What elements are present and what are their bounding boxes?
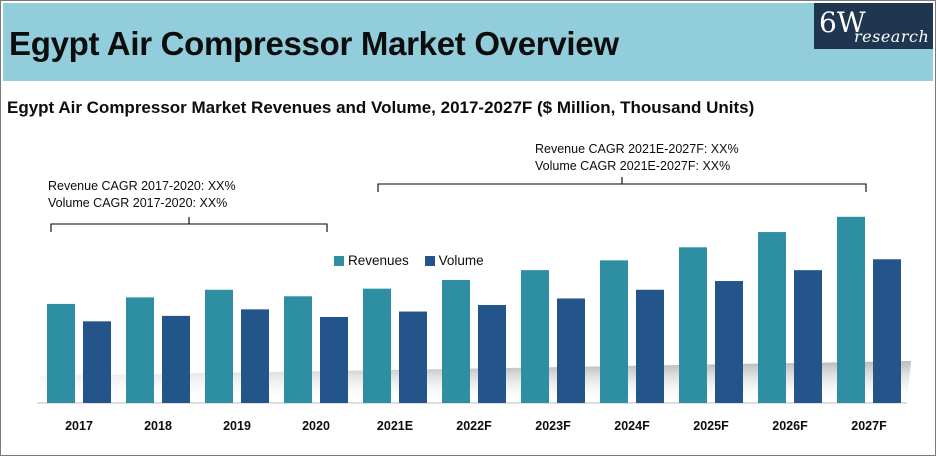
bracket-2017-2020: [50, 217, 328, 232]
bar-volume-2025f: [715, 281, 743, 403]
logo-sub-text: research: [854, 27, 930, 46]
legend-swatch-volume: [424, 256, 435, 266]
bar-revenues-2022f: [442, 279, 470, 403]
company-logo: 6W research: [814, 3, 933, 49]
x-tick-label-2019: 2019: [223, 419, 251, 433]
x-tick-label-2021e: 2021E: [377, 419, 413, 433]
x-tick-label-2027f: 2027F: [851, 419, 887, 433]
bar-volume-2019: [241, 309, 269, 403]
header-bar: Egypt Air Compressor Market Overview: [3, 3, 933, 81]
bar-volume-2018: [162, 315, 190, 403]
bar-volume-2023f: [557, 298, 585, 403]
chart-legend: Revenues Volume: [334, 253, 496, 268]
legend-swatch-revenues: [334, 256, 344, 266]
volume-cagr-2017-2020: Volume CAGR 2017-2020: XX%: [48, 196, 228, 210]
bar-volume-2027f: [873, 259, 901, 403]
page-title: Egypt Air Compressor Market Overview: [9, 25, 619, 62]
x-tick-label-2023f: 2023F: [535, 419, 571, 433]
bar-volume-2026f: [794, 270, 822, 403]
bar-revenues-2017: [47, 303, 75, 403]
logo-main-text: 6W: [819, 6, 866, 39]
bracket-2021-2027: [377, 177, 867, 192]
x-tick-label-2020: 2020: [302, 419, 330, 433]
cagr-annotation-2017-2020: Revenue CAGR 2017-2020: XX% Volume CAGR …: [48, 178, 236, 212]
bar-volume-2021e: [399, 311, 427, 403]
bar-revenues-2021e: [363, 288, 391, 403]
bar-revenues-2018: [126, 297, 154, 403]
legend-label-volume: Volume: [438, 253, 484, 268]
bar-volume-2020: [320, 316, 348, 403]
legend-item-revenues: Revenues: [334, 253, 409, 268]
bar-volume-2017: [83, 321, 111, 403]
bar-revenues-2023f: [521, 270, 549, 403]
bar-revenues-2027f: [837, 216, 865, 403]
legend-label-revenues: Revenues: [348, 253, 409, 268]
x-tick-label-2017: 2017: [65, 419, 93, 433]
cagr-annotation-2021-2027: Revenue CAGR 2021E-2027F: XX% Volume CAG…: [535, 141, 739, 175]
bar-revenues-2025f: [679, 247, 707, 403]
volume-cagr-2021-2027: Volume CAGR 2021E-2027F: XX%: [535, 159, 731, 173]
bar-revenues-2019: [205, 289, 233, 403]
bar-volume-2024f: [636, 289, 664, 403]
revenue-cagr-2021-2027: Revenue CAGR 2021E-2027F: XX%: [535, 142, 739, 156]
bar-revenues-2020: [284, 296, 312, 403]
bar-revenues-2026f: [758, 232, 786, 403]
x-tick-label-2024f: 2024F: [614, 419, 650, 433]
bar-revenues-2024f: [600, 260, 628, 403]
x-tick-label-2025f: 2025F: [693, 419, 729, 433]
bar-volume-2022f: [478, 305, 506, 403]
x-tick-label-2022f: 2022F: [456, 419, 492, 433]
x-tick-label-2026f: 2026F: [772, 419, 808, 433]
legend-item-volume: Volume: [424, 253, 484, 268]
x-tick-label-2018: 2018: [144, 419, 172, 433]
revenue-cagr-2017-2020: Revenue CAGR 2017-2020: XX%: [48, 179, 236, 193]
chart-title: Egypt Air Compressor Market Revenues and…: [7, 98, 755, 117]
